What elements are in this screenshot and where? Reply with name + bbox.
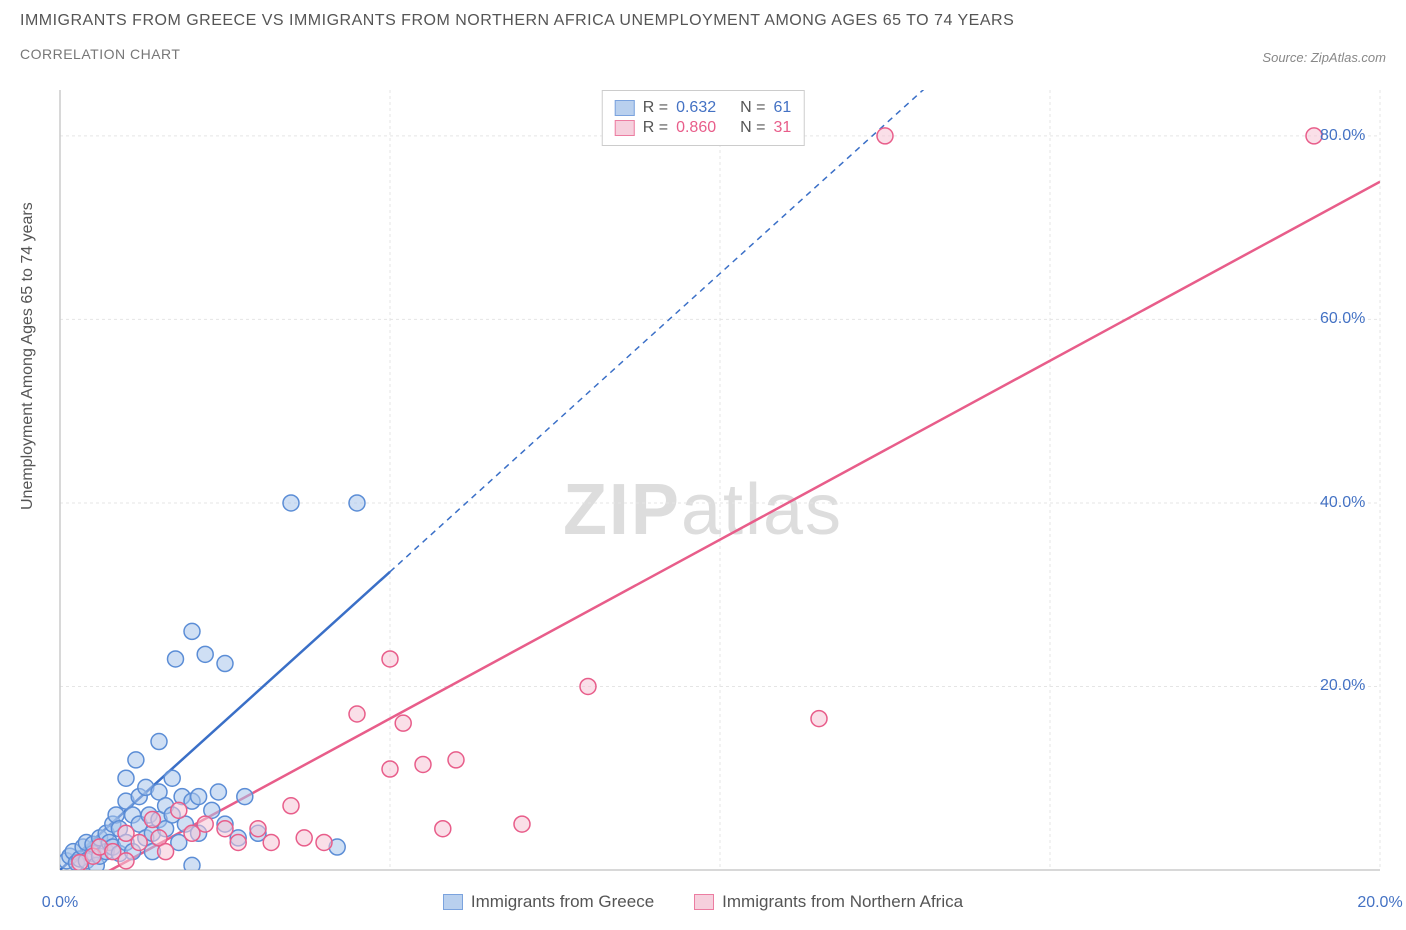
y-tick-label: 20.0% xyxy=(1320,677,1365,695)
legend-swatch-pink xyxy=(615,120,635,136)
chart-subtitle: CORRELATION CHART xyxy=(20,46,1386,62)
chart-title: IMMIGRANTS FROM GREECE VS IMMIGRANTS FRO… xyxy=(20,12,1386,30)
legend-swatch-blue xyxy=(443,894,463,910)
legend-n-label: N = xyxy=(740,119,765,137)
legend-bottom-nafrica: Immigrants from Northern Africa xyxy=(694,892,963,912)
legend-label-greece: Immigrants from Greece xyxy=(471,892,654,912)
legend-label-nafrica: Immigrants from Northern Africa xyxy=(722,892,963,912)
legend-n-value-nafrica: 31 xyxy=(773,119,791,137)
legend-n-value-greece: 61 xyxy=(773,99,791,117)
y-tick-label: 40.0% xyxy=(1320,494,1365,512)
legend-top-row-nafrica: R = 0.860 N = 31 xyxy=(615,119,792,137)
legend-top-row-greece: R = 0.632 N = 61 xyxy=(615,99,792,117)
legend-bottom-greece: Immigrants from Greece xyxy=(443,892,654,912)
legend-swatch-blue xyxy=(615,100,635,116)
legend-top: R = 0.632 N = 61 R = 0.860 N = 31 xyxy=(602,90,805,146)
legend-bottom: Immigrants from Greece Immigrants from N… xyxy=(0,892,1406,912)
source-attribution: Source: ZipAtlas.com xyxy=(1262,50,1386,65)
x-tick-label: 20.0% xyxy=(1357,894,1402,912)
y-tick-label: 60.0% xyxy=(1320,310,1365,328)
x-tick-label: 0.0% xyxy=(42,894,78,912)
source-label: Source: xyxy=(1262,50,1307,65)
legend-swatch-pink xyxy=(694,894,714,910)
chart-container: ZIPatlas Unemployment Among Ages 65 to 7… xyxy=(0,90,1406,930)
legend-n-label: N = xyxy=(740,99,765,117)
scatter-chart xyxy=(0,90,1406,930)
legend-r-value-nafrica: 0.860 xyxy=(676,119,716,137)
source-name: ZipAtlas.com xyxy=(1311,50,1386,65)
legend-r-value-greece: 0.632 xyxy=(676,99,716,117)
y-tick-label: 80.0% xyxy=(1320,127,1365,145)
legend-r-label: R = xyxy=(643,119,668,137)
legend-r-label: R = xyxy=(643,99,668,117)
